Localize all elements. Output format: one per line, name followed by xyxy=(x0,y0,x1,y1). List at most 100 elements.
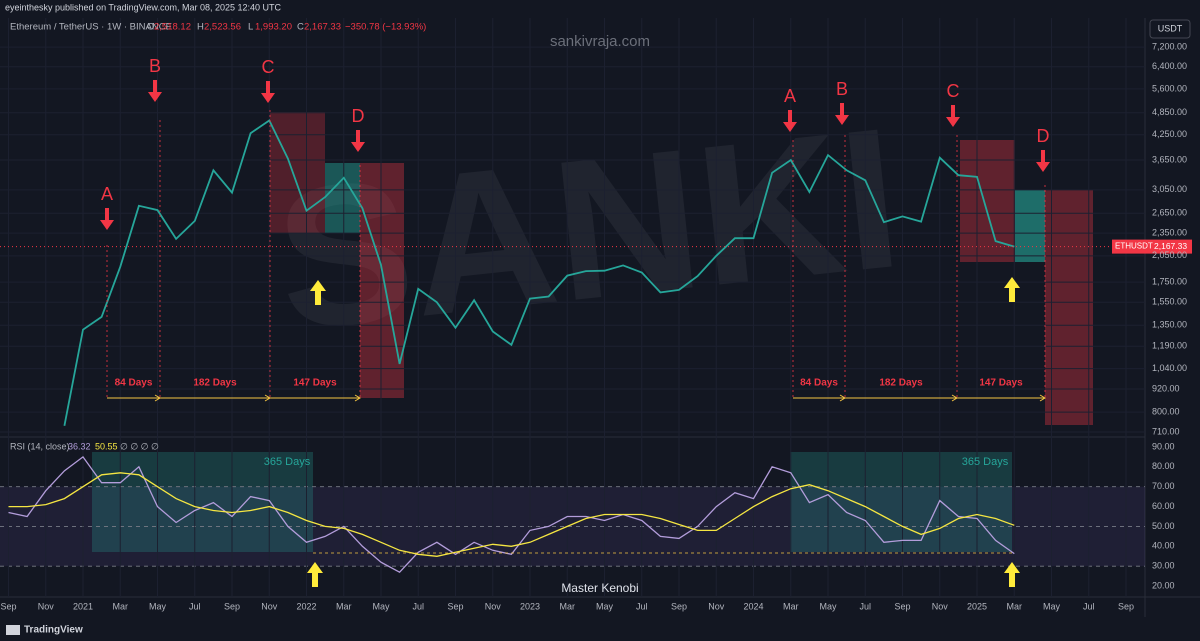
wave-letter: B xyxy=(149,56,161,76)
rsi-legend-extra: ∅ ∅ ∅ ∅ xyxy=(120,441,159,451)
x-tick-label: Jul xyxy=(412,601,424,611)
y-tick-label: 2,350.00 xyxy=(1152,228,1187,238)
wave-letter: A xyxy=(101,184,113,204)
y-tick-label: 1,040.00 xyxy=(1152,363,1187,373)
y-tick-label: 90.00 xyxy=(1152,441,1175,451)
box-label: 365 Days xyxy=(264,456,311,468)
footer xyxy=(0,617,1200,641)
x-tick-label: 2023 xyxy=(520,601,540,611)
box-label: 365 Days xyxy=(962,456,1009,468)
y-tick-label: 30.00 xyxy=(1152,561,1175,571)
series-line xyxy=(63,119,1015,426)
series-line xyxy=(8,455,1015,574)
y-tick-label: 3,050.00 xyxy=(1152,184,1187,194)
highlight-box xyxy=(360,163,404,398)
ohlc-value: 2,518.12 xyxy=(154,22,191,33)
logo-text: TradingView xyxy=(24,625,83,636)
down-arrow xyxy=(1036,150,1050,172)
y-tick-label: 1,550.00 xyxy=(1152,297,1187,307)
x-tick-label: May xyxy=(149,601,167,611)
up-arrow xyxy=(310,280,326,305)
down-arrow xyxy=(783,110,797,132)
duration-arrowhead xyxy=(354,394,361,402)
x-tick-label: Jul xyxy=(859,601,871,611)
x-tick-label: Sep xyxy=(0,601,16,611)
y-tick-label: 7,200.00 xyxy=(1152,42,1187,52)
y-tick-label: 20.00 xyxy=(1152,580,1175,590)
down-arrow xyxy=(261,81,275,103)
up-arrow xyxy=(307,562,323,587)
ohlc-key: O xyxy=(147,22,154,33)
x-tick-label: 2025 xyxy=(967,601,987,611)
logo-icon xyxy=(6,625,20,635)
highlight-box xyxy=(270,112,325,233)
x-tick-label: Mar xyxy=(113,601,129,611)
annotation-layer: ETHUSDT 2,167.33 A B C D A B C D 84 Days 182 Days 14… xyxy=(0,56,1192,595)
x-tick-label: 2021 xyxy=(73,601,93,611)
x-tick-label: Sep xyxy=(894,601,910,611)
rsi-legend-value: 36.32 xyxy=(68,441,91,451)
y-tick-label: 1,750.00 xyxy=(1152,277,1187,287)
y-tick-label: 5,600.00 xyxy=(1152,83,1187,93)
x-tick-label: Mar xyxy=(336,601,352,611)
y-tick-label: 1,190.00 xyxy=(1152,341,1187,351)
y-tick-label: 6,400.00 xyxy=(1152,61,1187,71)
wave-letter: B xyxy=(836,79,848,99)
wave-letter: D xyxy=(352,106,365,126)
caption: Master Kenobi xyxy=(561,581,638,595)
up-arrow xyxy=(1004,562,1020,587)
y-tick-label: 800.00 xyxy=(1152,407,1180,417)
currency-box xyxy=(1149,19,1191,39)
up-arrow xyxy=(1004,277,1020,302)
down-arrow xyxy=(351,130,365,152)
rsi-ma-legend-value: 50.55 xyxy=(95,441,118,451)
y-tick-label: 60.00 xyxy=(1152,501,1175,511)
highlight-box xyxy=(1015,190,1045,262)
highlight-box xyxy=(325,163,360,233)
y-tick-label: 920.00 xyxy=(1152,383,1180,393)
duration-label: 182 Days xyxy=(879,378,923,389)
rsi-title: RSI (14, close) xyxy=(10,441,70,451)
y-tick-label: 4,250.00 xyxy=(1152,129,1187,139)
x-tick-label: Sep xyxy=(224,601,240,611)
published-note: eyeinthesky published on TradingView.com… xyxy=(5,2,281,12)
x-tick-label: Jul xyxy=(1083,601,1095,611)
currency-label: USDT xyxy=(1158,23,1183,33)
duration-label: 147 Days xyxy=(293,378,337,389)
ohlc-value: 2,167.33 xyxy=(304,22,341,33)
x-tick-label: 2024 xyxy=(743,601,763,611)
x-tick-label: May xyxy=(596,601,614,611)
y-tick-label: 50.00 xyxy=(1152,521,1175,531)
x-tick-label: Sep xyxy=(447,601,463,611)
x-tick-label: Sep xyxy=(1118,601,1134,611)
x-tick-label: Mar xyxy=(1007,601,1023,611)
y-tick-label: 2,050.00 xyxy=(1152,250,1187,260)
y-tick-label: 40.00 xyxy=(1152,541,1175,551)
data-layer xyxy=(8,119,1015,574)
x-tick-label: Nov xyxy=(38,601,55,611)
x-tick-label: Sep xyxy=(671,601,687,611)
down-arrow xyxy=(148,80,162,102)
wave-letter: D xyxy=(1037,126,1050,146)
ohlc-key: H xyxy=(197,22,204,33)
grid-layer xyxy=(0,18,1145,597)
duration-label: 147 Days xyxy=(979,378,1023,389)
watermark: sankivraja.com xyxy=(550,33,650,50)
wave-letter: C xyxy=(262,57,275,77)
x-tick-label: May xyxy=(819,601,837,611)
highlight-box xyxy=(1045,190,1093,425)
y-tick-label: 70.00 xyxy=(1152,481,1175,491)
x-tick-label: Nov xyxy=(485,601,502,611)
highlight-box xyxy=(790,452,1012,552)
y-tick-label: 4,850.00 xyxy=(1152,107,1187,117)
wave-letter: C xyxy=(947,81,960,101)
x-tick-label: Mar xyxy=(560,601,576,611)
duration-label: 84 Days xyxy=(800,378,838,389)
down-arrow xyxy=(946,105,960,127)
wave-letter: A xyxy=(784,86,796,106)
symbol-legend: Ethereum / TetherUS · 1W · BINANCE xyxy=(10,22,172,33)
change-label: −350.78 (−13.93%) xyxy=(345,22,426,33)
x-tick-label: Nov xyxy=(261,601,278,611)
